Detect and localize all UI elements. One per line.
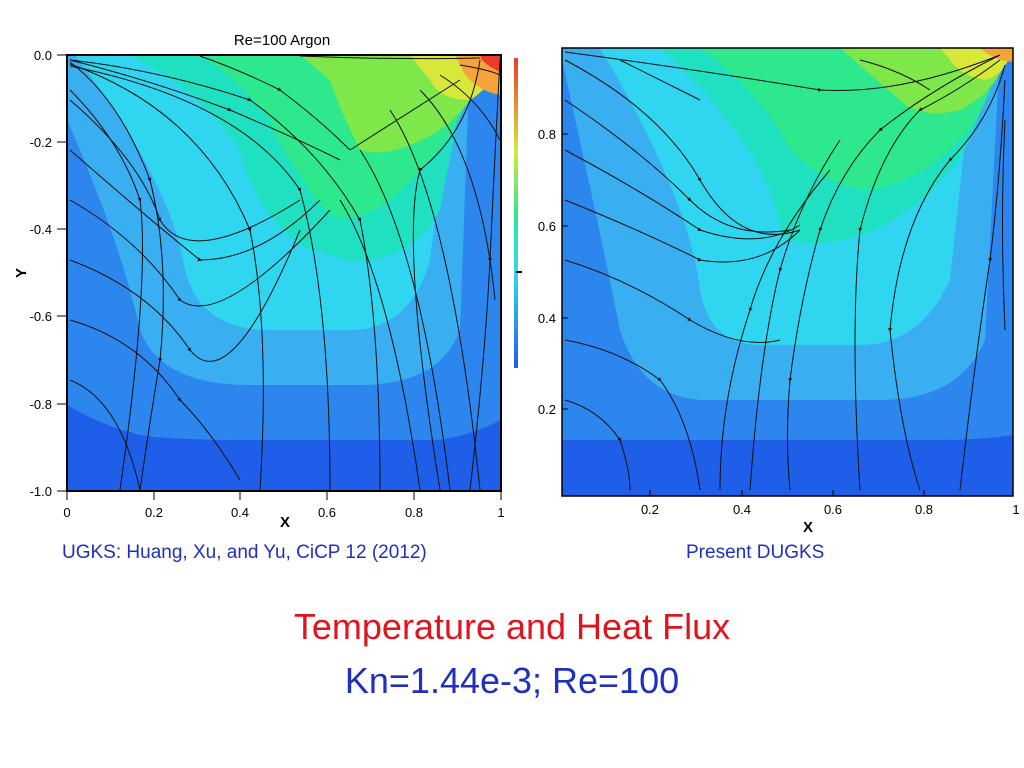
left-x-tick-4: 0.8: [405, 505, 423, 520]
slide-subtitle: Kn=1.44e-3; Re=100: [344, 660, 680, 701]
right-y-tick-3: 0.2: [538, 402, 556, 417]
right-streamlines: [564, 51, 1006, 491]
left-x-tick-2: 0.4: [231, 505, 249, 520]
right-y-tick-0: 0.8: [538, 127, 556, 142]
right-y-tick-1: 0.6: [538, 219, 556, 234]
right-x-tick-0: 0.2: [641, 502, 659, 517]
left-caption: UGKS: Huang, Xu, and Yu, CiCP 12 (2012): [62, 542, 427, 563]
right-x-tick-3: 0.8: [915, 502, 933, 517]
right-x-tick-2: 0.6: [824, 502, 842, 517]
left-y-tick-5: -1.0: [30, 484, 52, 499]
left-y-tick-3: -0.6: [30, 309, 52, 324]
right-y-tick-2: 0.4: [538, 311, 556, 326]
right-plot-frame: [561, 47, 1014, 497]
left-x-axis: 0 0.2 0.4 0.6 0.8 1 X: [63, 491, 505, 531]
left-x-axis-label: X: [280, 514, 290, 531]
colorbar: [514, 58, 522, 368]
left-y-tick-1: -0.2: [30, 135, 52, 150]
right-x-axis-label: X: [803, 519, 813, 536]
right-x-axis: 0.2 0.4 0.6 0.8 1 X: [641, 490, 1020, 536]
left-y-tick-0: 0.0: [34, 48, 52, 63]
left-y-axis-label: Y: [13, 268, 30, 278]
left-panel-header: Re=100 Argon: [234, 32, 330, 49]
left-y-tick-2: -0.4: [30, 222, 52, 237]
left-y-tick-4: -0.8: [30, 397, 52, 412]
left-streamlines: [69, 55, 501, 491]
left-plot-frame: [66, 54, 502, 492]
right-caption: Present DUGKS: [686, 542, 825, 563]
right-x-tick-1: 0.4: [733, 502, 751, 517]
left-x-tick-0: 0: [63, 505, 70, 520]
left-level-9: [480, 55, 501, 72]
left-x-tick-5: 1: [497, 505, 504, 520]
left-y-axis: 0.0 -0.2 -0.4 -0.6 -0.8 -1.0 Y: [13, 48, 67, 499]
slide-title: Temperature and Heat Flux: [293, 606, 731, 647]
left-contour-plot: [66, 54, 502, 492]
right-level-8: [980, 48, 1013, 62]
left-x-tick-1: 0.2: [145, 505, 163, 520]
right-x-tick-4: 1: [1012, 502, 1019, 517]
right-contour-plot: [561, 47, 1014, 497]
right-y-axis: 0.8 0.6 0.4 0.2: [538, 127, 568, 417]
left-x-tick-3: 0.6: [318, 505, 336, 520]
